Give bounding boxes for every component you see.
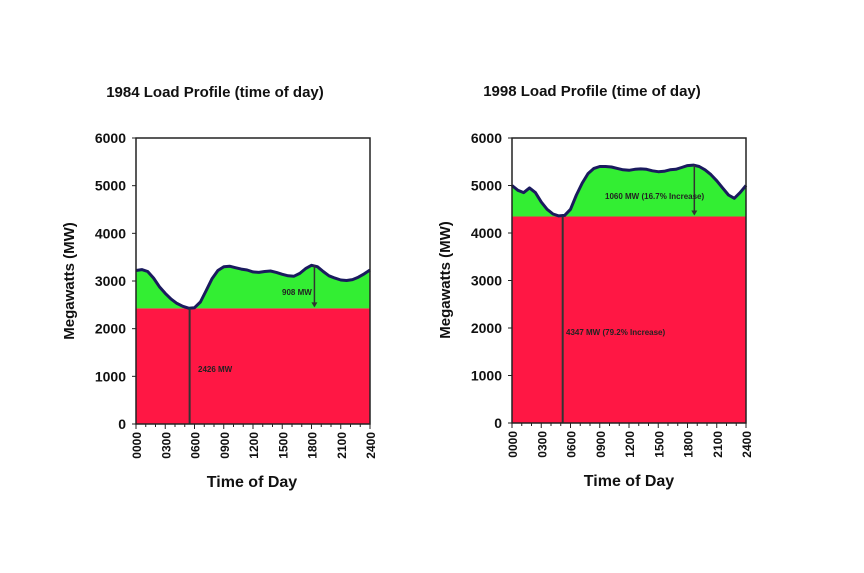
peak-load-area bbox=[136, 265, 370, 309]
x-tick-label: 0000 bbox=[130, 432, 144, 459]
x-tick-label: 2400 bbox=[364, 432, 378, 459]
y-tick-label: 3000 bbox=[95, 273, 126, 289]
chart-1998: 1998 Load Profile (time of day) 0 1000 200… bbox=[437, 83, 754, 490]
peak-increment-label: 908 MW bbox=[282, 288, 312, 297]
load-curve-line bbox=[511, 163, 748, 218]
x-tick-label: 0900 bbox=[594, 431, 608, 458]
chart-1984: 1984 Load Profile (time of day) 0 1000 200… bbox=[61, 84, 378, 491]
x-tick-label: 0300 bbox=[159, 432, 173, 459]
y-tick-label: 0 bbox=[494, 415, 502, 431]
y-tick-label: 4000 bbox=[95, 225, 126, 241]
y-tick-label: 2000 bbox=[471, 320, 502, 336]
y-tick-label: 1000 bbox=[95, 368, 126, 384]
x-tick-label: 2100 bbox=[711, 431, 725, 458]
load-curve-line bbox=[135, 263, 371, 310]
peak-increment-label: 1060 MW (16.7% Increase) bbox=[605, 192, 704, 201]
plot-area bbox=[135, 137, 371, 425]
plot-area bbox=[511, 137, 748, 424]
x-tick-label: 1200 bbox=[247, 432, 261, 459]
y-axis-ticks: 0 1000 2000 3000 4000 5000 6000 bbox=[95, 130, 136, 432]
x-tick-label: 2100 bbox=[335, 432, 349, 459]
x-tick-label: 1200 bbox=[623, 431, 637, 458]
base-load-label: 2426 MW bbox=[198, 365, 233, 374]
x-tick-label: 0900 bbox=[218, 432, 232, 459]
x-axis-ticks: 0000 0300 0600 0900 1200 1500 1800 2100 2400 bbox=[130, 424, 378, 459]
x-tick-label: 0600 bbox=[565, 431, 579, 458]
x-axis-ticks: 0000 0300 0600 0900 1200 1500 1800 2100 2400 bbox=[506, 423, 754, 458]
x-tick-label: 0300 bbox=[535, 431, 549, 458]
chart-title: 1998 Load Profile (time of day) bbox=[483, 83, 701, 100]
chart-title: 1984 Load Profile (time of day) bbox=[106, 84, 324, 101]
arrow-head bbox=[691, 210, 698, 216]
x-axis-label: Time of Day bbox=[584, 473, 675, 490]
arrow-head bbox=[311, 302, 318, 308]
base-load-area bbox=[512, 216, 746, 423]
y-axis-ticks: 0 1000 2000 3000 4000 5000 6000 bbox=[471, 130, 512, 431]
base-load-area bbox=[136, 308, 370, 424]
y-tick-label: 2000 bbox=[95, 321, 126, 337]
x-tick-label: 1500 bbox=[276, 432, 290, 459]
y-tick-label: 4000 bbox=[471, 225, 502, 241]
x-tick-label: 1800 bbox=[682, 431, 696, 458]
peak-load-area bbox=[512, 165, 746, 217]
y-axis-label: Megawatts (MW) bbox=[437, 221, 454, 339]
x-tick-label: 1800 bbox=[306, 432, 320, 459]
y-tick-label: 5000 bbox=[471, 178, 502, 194]
y-axis-label: Megawatts (MW) bbox=[61, 222, 78, 340]
x-tick-label: 0600 bbox=[189, 432, 203, 459]
y-tick-label: 5000 bbox=[95, 178, 126, 194]
x-axis-label: Time of Day bbox=[207, 474, 298, 491]
y-tick-label: 6000 bbox=[95, 130, 126, 146]
x-tick-label: 2400 bbox=[740, 431, 754, 458]
y-tick-label: 6000 bbox=[471, 130, 502, 146]
y-tick-label: 1000 bbox=[471, 368, 502, 384]
base-load-label: 4347 MW (79.2% Increase) bbox=[566, 328, 665, 337]
y-tick-label: 3000 bbox=[471, 273, 502, 289]
y-tick-label: 0 bbox=[118, 416, 126, 432]
x-tick-label: 1500 bbox=[652, 431, 666, 458]
x-tick-label: 0000 bbox=[506, 431, 520, 458]
